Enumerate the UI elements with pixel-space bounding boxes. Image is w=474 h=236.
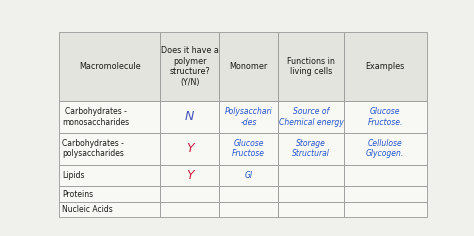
Text: Examples: Examples: [365, 62, 405, 71]
Text: Monomer: Monomer: [229, 62, 267, 71]
Bar: [278, 133, 344, 165]
Text: Cellulose
Glycogen.: Cellulose Glycogen.: [366, 139, 404, 158]
Bar: [278, 165, 344, 186]
Text: Functions in
living cells: Functions in living cells: [287, 57, 335, 76]
Text: Glucose
Fructose.: Glucose Fructose.: [367, 107, 403, 126]
Text: Carbohydrates -
monosaccharides: Carbohydrates - monosaccharides: [62, 107, 129, 126]
Text: Proteins: Proteins: [62, 190, 93, 199]
Bar: [219, 165, 278, 186]
Bar: [344, 101, 427, 133]
Bar: [160, 165, 219, 186]
Bar: [59, 32, 160, 101]
Bar: [219, 101, 278, 133]
Bar: [219, 202, 278, 217]
Text: Lipids: Lipids: [62, 171, 85, 180]
Bar: [160, 202, 219, 217]
Bar: [219, 133, 278, 165]
Text: Y: Y: [186, 169, 193, 182]
Text: Polysacchari
-des: Polysacchari -des: [225, 107, 272, 126]
Bar: [344, 32, 427, 101]
Text: Source of
Chemical energy: Source of Chemical energy: [279, 107, 343, 126]
Bar: [59, 202, 160, 217]
Bar: [219, 186, 278, 202]
Bar: [278, 32, 344, 101]
Bar: [344, 186, 427, 202]
Bar: [278, 202, 344, 217]
Bar: [344, 165, 427, 186]
Text: Carbohydrates -
polysaccharides: Carbohydrates - polysaccharides: [62, 139, 124, 158]
Text: Glucose
Fructose: Glucose Fructose: [232, 139, 265, 158]
Text: Gl: Gl: [245, 171, 253, 180]
Bar: [344, 133, 427, 165]
Text: Does it have a
polymer
structure?
(Y/N): Does it have a polymer structure? (Y/N): [161, 46, 219, 87]
Text: Nucleic Acids: Nucleic Acids: [62, 205, 113, 214]
Bar: [160, 101, 219, 133]
Text: Storage
Structural: Storage Structural: [292, 139, 330, 158]
Bar: [59, 101, 160, 133]
Bar: [278, 186, 344, 202]
Bar: [278, 101, 344, 133]
Bar: [160, 133, 219, 165]
Bar: [160, 32, 219, 101]
Bar: [59, 165, 160, 186]
Text: Y: Y: [186, 142, 193, 155]
Text: Macromolecule: Macromolecule: [79, 62, 141, 71]
Text: N: N: [185, 110, 194, 123]
Bar: [59, 133, 160, 165]
Bar: [59, 186, 160, 202]
Bar: [219, 32, 278, 101]
Bar: [344, 202, 427, 217]
Bar: [160, 186, 219, 202]
